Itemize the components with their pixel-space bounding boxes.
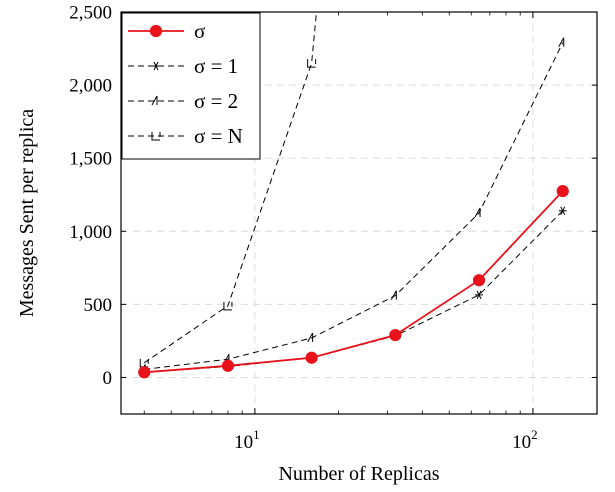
x-axis-title: Number of Replicas	[278, 463, 439, 485]
data-point	[475, 290, 484, 300]
data-point	[223, 301, 233, 311]
legend-item: σ = N	[128, 124, 243, 148]
legend-item: σ = 1	[128, 54, 238, 78]
legend: σ σ = 1 σ = 2 σ = N	[121, 12, 261, 160]
data-point	[558, 206, 567, 216]
y-tick-label: 1,000	[69, 222, 112, 243]
x-tick-base: 10	[234, 432, 253, 453]
legend-label: σ	[194, 19, 205, 43]
data-point	[558, 37, 565, 47]
data-point	[390, 290, 397, 300]
legend-item: σ	[128, 19, 205, 43]
series-line	[144, 210, 564, 373]
legend-label: σ = 2	[194, 89, 238, 113]
data-point	[307, 332, 314, 343]
legend-item: σ = 2	[128, 89, 238, 113]
y-tick-label: 2,000	[69, 76, 112, 97]
plot-frame	[120, 11, 598, 415]
data-point	[472, 274, 486, 287]
series-1	[140, 206, 567, 377]
series-line	[143, 12, 317, 364]
series-line	[144, 190, 564, 374]
x-tick-base: 10	[512, 432, 531, 453]
legend-marker	[149, 24, 163, 38]
legend-marker	[151, 132, 161, 141]
legend-marker	[152, 61, 160, 71]
legend-label: σ = 1	[194, 54, 238, 78]
y-tick-label: 500	[84, 295, 113, 316]
data-point	[307, 59, 317, 68]
legend-marker	[151, 95, 158, 106]
y-tick-label: 1,500	[69, 149, 112, 170]
plot-series	[138, 12, 569, 379]
y-tick-label: 0	[103, 368, 113, 389]
series-0	[138, 184, 569, 379]
data-point	[138, 366, 151, 379]
data-point	[556, 184, 569, 198]
series-line	[144, 42, 564, 370]
x-tick-exponent: 2	[531, 427, 538, 442]
legend-label: σ = N	[194, 124, 243, 148]
x-tick-exponent: 1	[253, 427, 260, 442]
y-axis-title: Messages Sent per replica	[16, 109, 38, 317]
legend-box	[121, 12, 261, 160]
x-tick-label: 101	[234, 427, 260, 453]
y-tick-label: 2,500	[69, 3, 112, 24]
x-tick-label: 102	[512, 427, 538, 453]
data-point	[221, 359, 235, 372]
data-point	[389, 328, 402, 342]
data-point	[474, 207, 481, 218]
data-point	[305, 351, 318, 364]
